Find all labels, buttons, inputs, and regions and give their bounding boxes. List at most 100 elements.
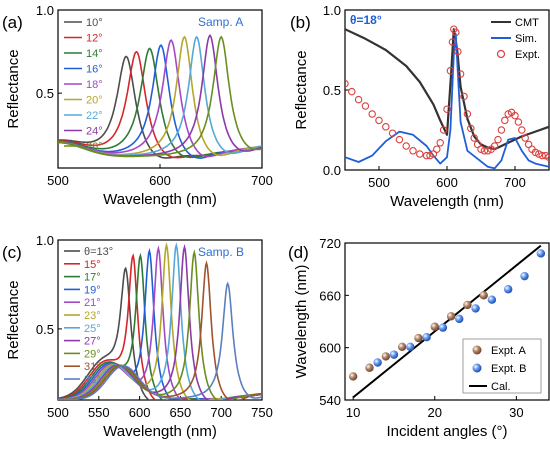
data-point [452, 28, 460, 37]
data-point [456, 70, 465, 78]
panel-c: 500 550 600 650 700 750 0.5 1.0 Wavelength (nm) R… [2, 233, 273, 440]
data-point [397, 342, 407, 351]
legend-entry: Cal. [491, 381, 511, 393]
data-point [479, 291, 488, 300]
data-point [348, 87, 356, 96]
legend-entry: Expt. A [491, 345, 527, 357]
plot-frame [57, 239, 263, 401]
data-point [536, 249, 546, 258]
data-point [443, 105, 451, 113]
legend-entry: 27° [84, 336, 101, 348]
panel-b: 500 600 700 0.0 0.5 1.0 Wavelength (nm) Reflect… [290, 3, 550, 210]
legend-entry: 22° [86, 110, 103, 122]
data-point [414, 333, 423, 343]
data-point [416, 150, 424, 158]
y-axis-label: Wavelength (nm) [293, 265, 310, 379]
series-line [345, 33, 549, 170]
legend-entry: Sim. [515, 33, 537, 45]
data-point [422, 333, 431, 342]
data-point [348, 372, 358, 381]
x-tick-label: 500 [47, 173, 69, 188]
data-point [463, 110, 472, 118]
data-point [388, 129, 397, 137]
data-point [429, 150, 438, 158]
data-point [375, 116, 383, 125]
legend-entry: 12° [86, 33, 103, 45]
legend-entry: 33° [84, 374, 101, 386]
data-point [541, 151, 549, 160]
x-tick-label: 10 [346, 405, 360, 420]
x-tick-label: 700 [210, 405, 232, 420]
x-axis-label: Wavelength (nm) [103, 191, 217, 208]
x-axis-label: Incident angles (°) [386, 423, 507, 440]
x-tick-label: 700 [251, 173, 273, 188]
legend-entry: 21° [84, 297, 101, 309]
data-point [381, 352, 390, 361]
data-point [467, 124, 475, 133]
panel-label: (d) [288, 243, 309, 262]
data-point [446, 312, 456, 321]
y-tick-label: 0.5 [323, 83, 341, 98]
x-tick-label: 30 [509, 405, 523, 420]
x-tick-label: 600 [149, 173, 171, 188]
y-tick-label: 0.0 [323, 163, 341, 178]
y-tick-label: 660 [319, 288, 341, 303]
x-tick-label: 500 [47, 405, 69, 420]
legend-swatch [472, 363, 482, 373]
panel-d: 10 20 30 540 600 660 720 Incident angles (°) Wav… [288, 236, 550, 440]
data-point [382, 123, 390, 131]
series-group [58, 242, 262, 400]
data-point [514, 118, 523, 126]
data-point [518, 126, 526, 134]
data-point [470, 134, 478, 142]
legend-entry: 16° [86, 64, 103, 76]
data-point [436, 139, 444, 147]
data-point [538, 151, 546, 160]
data-point [402, 142, 410, 150]
legend-entry: 18° [86, 79, 103, 91]
data-point [361, 102, 370, 110]
data-point [373, 358, 382, 367]
y-tick-label: 1.0 [323, 3, 341, 18]
legend-entry: 10° [86, 17, 103, 29]
data-point [365, 363, 374, 372]
y-tick-label: 600 [319, 341, 341, 356]
legend-swatch [496, 49, 506, 59]
series-group [58, 34, 262, 160]
legend-swatch [472, 345, 482, 355]
data-point [521, 134, 529, 142]
data-point [430, 322, 439, 331]
series-line [58, 249, 262, 400]
data-point [345, 79, 349, 88]
data-point [395, 135, 404, 144]
x-tick-label: 550 [88, 405, 110, 420]
data-point [480, 147, 489, 155]
x-tick-label: 600 [129, 405, 151, 420]
data-point [460, 92, 468, 101]
y-axis-label: Reflectance [293, 50, 310, 129]
plot-frame [344, 242, 550, 401]
legend-entry: Expt. [515, 49, 540, 61]
data-point [504, 285, 513, 294]
panel-a: 500 600 700 0.5 1.0 Wavelength (nm) Reflectanc… [2, 3, 273, 208]
series-line [58, 281, 262, 400]
data-point [439, 126, 448, 134]
data-point [409, 147, 417, 155]
fit-line [352, 244, 542, 399]
data-point [448, 38, 457, 46]
legend-entry: 19° [84, 284, 101, 296]
y-tick-label: 1.0 [36, 233, 54, 248]
legend-entry: Expt. B [491, 363, 526, 375]
data-point [368, 110, 376, 118]
annotation: Samp. A [198, 15, 243, 29]
x-tick-label: 500 [368, 175, 390, 190]
data-point [490, 142, 499, 150]
legend-entry: θ=13° [84, 246, 113, 258]
data-point [477, 145, 485, 153]
data-point [535, 150, 543, 158]
legend-entry: 15° [84, 259, 101, 271]
data-point [501, 116, 509, 125]
y-axis-label: Reflectance [5, 280, 22, 359]
legend-entry: 31° [84, 361, 101, 373]
